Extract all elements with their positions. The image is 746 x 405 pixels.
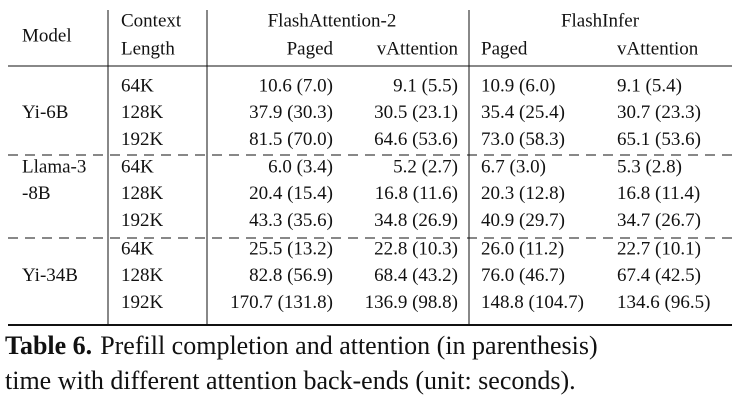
cell: 76.0 (46.7) xyxy=(481,265,565,286)
header-subcolumn: Paged xyxy=(481,38,528,59)
cell: 16.8 (11.4) xyxy=(617,183,700,204)
cell: 68.4 (43.2) xyxy=(374,265,458,286)
header-subcolumn: vAttention xyxy=(617,38,699,59)
cell: 9.1 (5.4) xyxy=(617,75,682,96)
model-label: Yi-6B xyxy=(22,102,68,123)
cell: 20.4 (15.4) xyxy=(249,183,333,204)
cell: 64.6 (53.6) xyxy=(374,129,458,150)
cell: 40.9 (29.7) xyxy=(481,210,565,231)
cell: 37.9 (30.3) xyxy=(249,102,333,123)
cell: 10.9 (6.0) xyxy=(481,75,555,96)
cell: 10.6 (7.0) xyxy=(259,75,333,96)
cell: 25.5 (13.2) xyxy=(249,238,333,259)
header-group: FlashAttention-2 xyxy=(268,10,397,31)
cell: 6.0 (3.4) xyxy=(268,156,333,177)
context-length: 192K xyxy=(121,292,164,313)
context-length: 64K xyxy=(121,238,154,259)
model-label: -8B xyxy=(22,183,51,204)
context-length: 192K xyxy=(121,210,164,231)
cell: 73.0 (58.3) xyxy=(481,129,565,150)
caption: Table 6. Prefill completion and attention… xyxy=(5,331,598,360)
cell: 136.9 (98.8) xyxy=(365,292,458,313)
context-length: 64K xyxy=(121,75,154,96)
cell: 35.4 (25.4) xyxy=(481,102,565,123)
cell: 20.3 (12.8) xyxy=(481,183,565,204)
caption-text: time with different attention back-ends … xyxy=(5,366,576,395)
cell: 170.7 (131.8) xyxy=(230,292,333,313)
header-subcolumn: vAttention xyxy=(377,38,459,59)
header-subcolumn: Paged xyxy=(287,38,334,59)
cell: 30.5 (23.1) xyxy=(374,102,458,123)
header-context: Context xyxy=(121,10,182,31)
context-length: 128K xyxy=(121,183,164,204)
header-context: Length xyxy=(121,38,175,59)
header-model: Model xyxy=(22,25,72,46)
cell: 67.4 (42.5) xyxy=(617,265,701,286)
model-label: Llama-3 xyxy=(22,156,86,177)
cell: 6.7 (3.0) xyxy=(481,156,546,177)
context-length: 128K xyxy=(121,265,164,286)
cell: 82.8 (56.9) xyxy=(249,265,333,286)
context-length: 64K xyxy=(121,156,154,177)
cell: 26.0 (11.2) xyxy=(481,238,564,259)
cell: 22.7 (10.1) xyxy=(617,238,701,259)
cell: 16.8 (11.6) xyxy=(375,183,458,204)
context-length: 192K xyxy=(121,129,164,150)
cell: 5.3 (2.8) xyxy=(617,156,682,177)
cell: 134.6 (96.5) xyxy=(617,292,710,313)
cell: 30.7 (23.3) xyxy=(617,102,701,123)
cell: 65.1 (53.6) xyxy=(617,129,701,150)
model-label: Yi-34B xyxy=(22,265,78,286)
caption-label: Table 6. xyxy=(5,331,92,360)
cell: 43.3 (35.6) xyxy=(249,210,333,231)
context-length: 128K xyxy=(121,102,164,123)
cell: 5.2 (2.7) xyxy=(393,156,458,177)
cell: 148.8 (104.7) xyxy=(481,292,584,313)
caption-text: Prefill completion and attention (in par… xyxy=(100,331,597,360)
cell: 9.1 (5.5) xyxy=(393,75,458,96)
cell: 34.7 (26.7) xyxy=(617,210,701,231)
header-group: FlashInfer xyxy=(561,10,640,31)
cell: 81.5 (70.0) xyxy=(249,129,333,150)
cell: 22.8 (10.3) xyxy=(374,238,458,259)
cell: 34.8 (26.9) xyxy=(374,210,458,231)
